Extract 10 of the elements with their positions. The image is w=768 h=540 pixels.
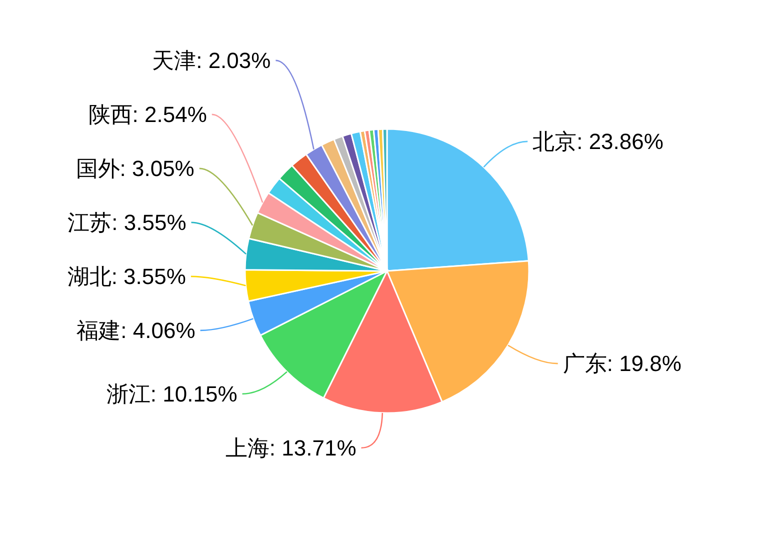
slice-label: 浙江: 10.15% [106, 381, 238, 406]
slice-label: 福建: 4.06% [76, 318, 196, 343]
slice-label: 湖北: 3.55% [67, 264, 186, 289]
slice-label: 陕西: 2.54% [88, 102, 207, 127]
slice-label: 北京: 23.86% [532, 128, 664, 154]
slice-label: 江苏: 3.55% [68, 210, 186, 235]
slice-label: 天津: 2.03% [152, 48, 271, 73]
slice-label: 广东: 19.8% [562, 351, 682, 376]
slice-label: 上海: 13.71% [225, 435, 356, 460]
slice-label: 国外: 3.05% [76, 156, 194, 181]
